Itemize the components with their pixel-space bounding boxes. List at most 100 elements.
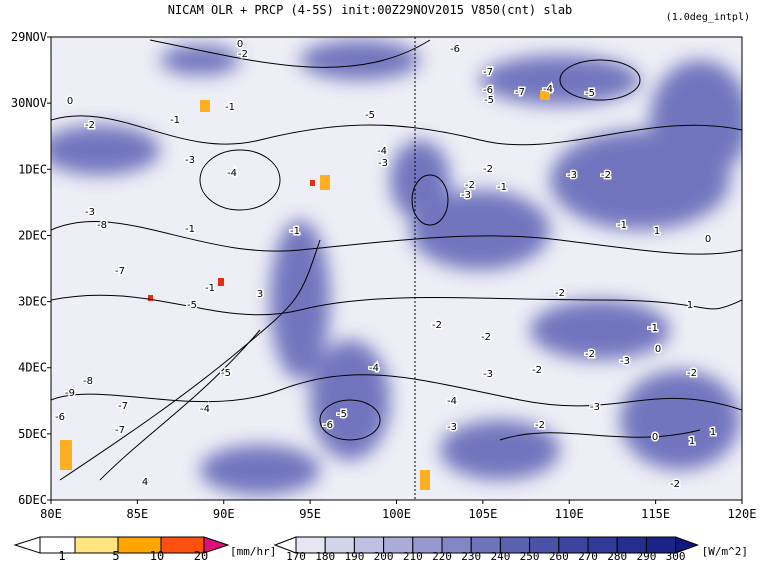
contour-label: -3 bbox=[461, 190, 471, 201]
contour-label: -7 bbox=[515, 87, 525, 98]
olr-label: 170 bbox=[286, 550, 306, 561]
contour-label: -3 bbox=[185, 155, 195, 166]
contour-label: 0 bbox=[705, 234, 711, 245]
contour-label: -4 bbox=[447, 396, 457, 407]
contour-label: -2 bbox=[532, 365, 542, 376]
contour-label: -5 bbox=[484, 95, 494, 106]
x-tick-label: 100E bbox=[382, 507, 411, 521]
contour-label: -4 bbox=[543, 84, 553, 95]
contour-label: -2 bbox=[687, 368, 697, 379]
contour-label: -6 bbox=[483, 85, 493, 96]
contour-label: -2 bbox=[238, 49, 248, 60]
contour-label: -7 bbox=[115, 266, 125, 277]
contour-label: -3 bbox=[590, 402, 600, 413]
contour-label: -3 bbox=[378, 158, 388, 169]
contour-label: -2 bbox=[465, 180, 475, 191]
contour-label: -5 bbox=[221, 368, 231, 379]
contour-label: 0 bbox=[237, 39, 243, 50]
olr-label: 210 bbox=[403, 550, 423, 561]
x-tick-label: 90E bbox=[213, 507, 235, 521]
y-tick-label: 30NOV bbox=[11, 96, 47, 110]
contour-label: -7 bbox=[118, 401, 128, 412]
olr-label: 220 bbox=[432, 550, 452, 561]
contour-label: -5 bbox=[337, 409, 347, 420]
y-tick-label: 2DEC bbox=[18, 228, 47, 242]
x-tick-label: 120E bbox=[728, 507, 757, 521]
contour-label: -7 bbox=[483, 67, 493, 78]
contour-label: -2 bbox=[555, 288, 565, 299]
precip-label: 1 bbox=[58, 549, 65, 561]
contour-label: -2 bbox=[585, 349, 595, 360]
contour-label: -1 bbox=[290, 226, 300, 237]
contour-label: -2 bbox=[432, 320, 442, 331]
x-tick-label: 85E bbox=[127, 507, 149, 521]
olr-label: 200 bbox=[374, 550, 394, 561]
olr-label: 290 bbox=[636, 550, 656, 561]
olr-label: 240 bbox=[490, 550, 510, 561]
olr-label: 280 bbox=[607, 550, 627, 561]
y-tick-label: 3DEC bbox=[18, 295, 47, 309]
contour-label: -3 bbox=[85, 207, 95, 218]
contour-label: -7 bbox=[115, 425, 125, 436]
precip-unit: [mm/hr] bbox=[230, 545, 276, 558]
y-tick-label: 1DEC bbox=[18, 162, 47, 176]
contour-label: 1 bbox=[710, 427, 716, 438]
contour-label: -6 bbox=[323, 420, 333, 431]
contour-label: -3 bbox=[567, 170, 577, 181]
y-tick-label: 4DEC bbox=[18, 361, 47, 375]
contour-label: -1 bbox=[617, 220, 627, 231]
contour-label: -5 bbox=[585, 88, 595, 99]
y-tick-label: 6DEC bbox=[18, 493, 47, 507]
contour-label: -2 bbox=[601, 170, 611, 181]
olr-unit: [W/m^2] bbox=[702, 545, 748, 558]
contour-label: -8 bbox=[97, 220, 107, 231]
olr-label: 260 bbox=[549, 550, 569, 561]
contour-label: -4 bbox=[369, 363, 379, 374]
contour-label: -3 bbox=[483, 369, 493, 380]
contour-label: -8 bbox=[83, 376, 93, 387]
contour-label: 1 bbox=[689, 436, 695, 447]
note: (1.0deg_intpl) bbox=[666, 12, 750, 23]
contour-label: -1 bbox=[170, 115, 180, 126]
precip-label: 10 bbox=[150, 549, 164, 561]
contour-label: -1 bbox=[185, 224, 195, 235]
contour-label: -2 bbox=[85, 120, 95, 131]
contour-label: -1 bbox=[497, 182, 507, 193]
contour-label: -1 bbox=[205, 283, 215, 294]
contour-label: -3 bbox=[447, 422, 457, 433]
contour-label: 3 bbox=[257, 289, 263, 300]
x-tick-label: 115E bbox=[641, 507, 670, 521]
contour-label: 0 bbox=[652, 432, 658, 443]
olr-label: 300 bbox=[666, 550, 686, 561]
olr-label: 230 bbox=[461, 550, 481, 561]
contour-label: -6 bbox=[55, 412, 65, 423]
contour-label: -5 bbox=[365, 110, 375, 121]
contour-label: 4 bbox=[142, 477, 148, 488]
contour-label: -2 bbox=[670, 479, 680, 490]
contour-label: -6 bbox=[450, 44, 460, 55]
olr-label: 250 bbox=[520, 550, 540, 561]
contour-label: -2 bbox=[481, 332, 491, 343]
field: 0-2 -6-7-6-5-7 -4 -50-2 -1-1-5-4-3-3-4 -2-2-3… bbox=[51, 37, 742, 500]
contour-label: -4 bbox=[377, 146, 387, 157]
y-tick-label: 5DEC bbox=[18, 427, 47, 441]
contour-label: 0 bbox=[67, 96, 73, 107]
contour-label: -3 bbox=[620, 356, 630, 367]
olr-label: 180 bbox=[315, 550, 335, 561]
contour-label: -2 bbox=[535, 420, 545, 431]
contour-label: -5 bbox=[187, 300, 197, 311]
contour-label: -1 bbox=[225, 102, 235, 113]
contour-label: -1 bbox=[648, 323, 658, 334]
contour-label: -4 bbox=[227, 168, 237, 179]
contour-label: -4 bbox=[200, 404, 210, 415]
precip-label: 20 bbox=[194, 549, 208, 561]
y-tick-label: 29NOV bbox=[11, 30, 47, 44]
x-tick-label: 110E bbox=[555, 507, 584, 521]
contour-label: 1 bbox=[654, 226, 660, 237]
x-tick-label: 95E bbox=[299, 507, 321, 521]
olr-arrow bbox=[675, 536, 700, 554]
olr-label: 270 bbox=[578, 550, 598, 561]
contour-label: -9 bbox=[65, 388, 75, 399]
contour-label: 0 bbox=[655, 344, 661, 355]
contour-label: 1 bbox=[687, 300, 693, 311]
